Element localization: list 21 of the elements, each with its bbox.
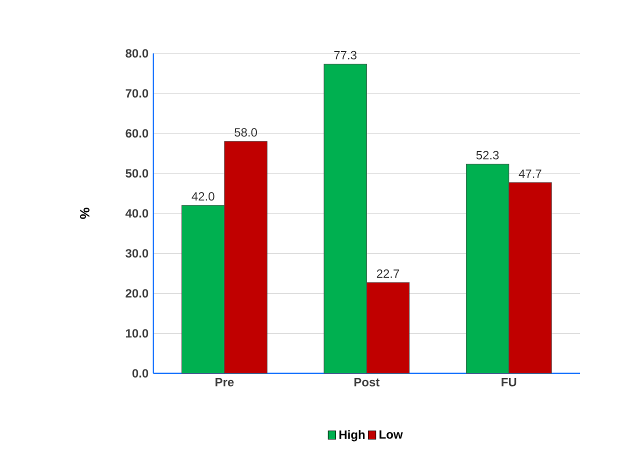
x-tick-label: Pre	[216, 378, 234, 386]
x-tick-label: Post	[354, 378, 380, 386]
legend-label: High	[339, 430, 365, 442]
legend-label: Low	[380, 430, 403, 439]
y-tick-label: 60.0	[126, 129, 148, 138]
y-tick-label: 10.0	[126, 329, 148, 338]
x-tick-label: FU	[502, 378, 516, 386]
data-label: 77.3	[334, 50, 356, 60]
y-axis-title: %	[80, 208, 90, 219]
data-label: 42.0	[192, 192, 214, 201]
y-tick-label: 30.0	[126, 249, 148, 258]
data-label: 22.7	[376, 269, 400, 278]
data-label: 58.0	[234, 128, 257, 137]
y-tick-label: 40.0	[125, 209, 148, 218]
data-label: 52.3	[476, 150, 499, 160]
data-label: 47.7	[518, 170, 542, 178]
y-tick-label: 80.0	[126, 49, 148, 58]
y-tick-label: 50.0	[126, 169, 148, 178]
y-tick-label: 0.0	[132, 369, 148, 378]
y-tick-label: 20.0	[126, 289, 148, 298]
y-tick-label: 70.0	[126, 89, 148, 98]
